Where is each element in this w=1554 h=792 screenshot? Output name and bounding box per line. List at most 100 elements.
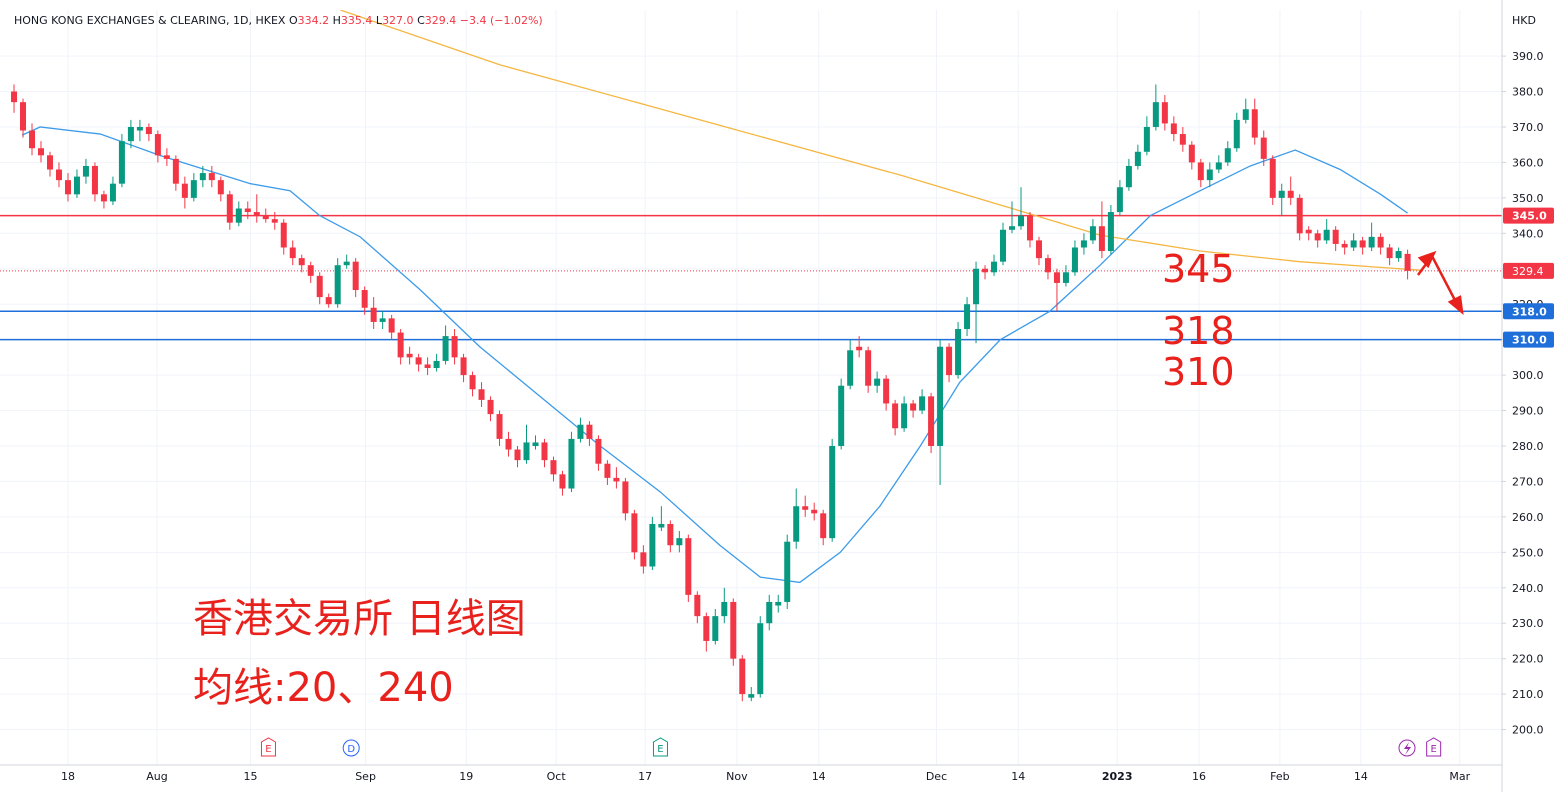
candle-body	[1188, 144, 1195, 163]
candle-body	[1323, 229, 1330, 241]
candle-body	[676, 538, 683, 546]
candle-body	[622, 481, 629, 514]
candle-body	[928, 396, 935, 446]
forecast-arrow	[1416, 250, 1464, 316]
currency: HKD	[1512, 14, 1536, 27]
candle-body	[334, 265, 341, 305]
candle-body	[658, 523, 665, 528]
x-tick-label: 14	[1354, 770, 1368, 783]
candle-body	[163, 155, 170, 159]
candle-body	[478, 389, 485, 400]
y-tick-label: 260.0	[1512, 511, 1544, 524]
candle-body	[217, 180, 224, 195]
candle-body	[1017, 215, 1024, 227]
candle-body	[1009, 226, 1016, 230]
candle-body	[523, 442, 530, 461]
x-tick-label: 16	[1192, 770, 1206, 783]
candle-body	[910, 403, 917, 411]
annotation: 均线:20、240	[193, 665, 454, 711]
candle-body	[532, 442, 539, 446]
candle-body	[469, 375, 476, 390]
candle-body	[1125, 165, 1132, 188]
candle-body	[883, 378, 890, 404]
candle-body	[1000, 229, 1007, 262]
candle-body	[1089, 226, 1096, 241]
candle-body	[316, 275, 323, 298]
symbol-title: HONG KONG EXCHANGES & CLEARING, 1D, HKEX	[14, 14, 286, 27]
candle-body	[1161, 102, 1168, 124]
candle-body	[892, 403, 899, 429]
annotation: 318	[1162, 309, 1235, 353]
quote: C	[417, 14, 425, 27]
candle-body	[199, 173, 206, 181]
candle-body	[1350, 240, 1357, 248]
candle-body	[748, 694, 755, 698]
candle-body	[172, 158, 179, 184]
candle-body	[694, 594, 701, 617]
last-price-box	[1503, 262, 1554, 279]
candle-body	[361, 290, 368, 308]
x-tick-label: Nov	[726, 770, 748, 783]
candle-body	[1404, 253, 1411, 271]
quote: L	[375, 14, 383, 27]
candle-body	[1206, 169, 1213, 181]
annotation: 345	[1162, 247, 1235, 291]
candle-body	[460, 357, 467, 376]
event-label: E	[657, 744, 663, 755]
candle-body	[784, 541, 791, 602]
candle-body	[496, 414, 503, 439]
candle-body	[1152, 102, 1159, 127]
x-tick-label: 14	[1011, 770, 1025, 783]
candle-body	[208, 173, 215, 181]
quote: O	[288, 14, 298, 27]
candle-body	[1179, 134, 1186, 145]
candle-body	[1287, 190, 1294, 198]
y-tick-label: 280.0	[1512, 440, 1544, 453]
x-tick-label: 19	[459, 770, 473, 783]
candle-body	[1341, 243, 1348, 248]
candle-body	[46, 155, 53, 170]
candle-body	[1359, 240, 1366, 248]
x-tick-label: Aug	[146, 770, 167, 783]
candle-body	[325, 297, 332, 305]
candle-body	[271, 219, 278, 223]
candle-body	[451, 336, 458, 358]
candle-body	[577, 424, 584, 439]
lightning-icon	[1398, 739, 1416, 757]
candle-body	[1269, 158, 1276, 198]
candle-body	[1053, 272, 1060, 283]
candle-body	[604, 463, 611, 478]
candle-body	[613, 477, 620, 482]
x-tick-label: Oct	[547, 770, 567, 783]
candle-body	[406, 353, 413, 358]
candle-body	[856, 346, 863, 351]
candle-body	[289, 247, 296, 259]
candle-body	[1224, 148, 1231, 163]
y-tick-label: 220.0	[1512, 653, 1544, 666]
annotation: 310	[1162, 350, 1235, 394]
candle-body	[1098, 226, 1105, 252]
candle-body	[415, 357, 422, 365]
candle-body	[640, 552, 647, 567]
x-tick-label: Mar	[1449, 770, 1470, 783]
x-tick-label: 14	[812, 770, 826, 783]
event-marker	[1426, 737, 1442, 757]
candle-body	[280, 222, 287, 248]
event-label: E	[265, 744, 271, 755]
symbol-header: HONG KONG EXCHANGES & CLEARING, 1D, HKEX…	[14, 14, 543, 27]
candle-body	[109, 183, 116, 202]
candle-body	[757, 623, 764, 695]
candle-body	[226, 194, 233, 223]
candle-body	[550, 460, 557, 475]
candle-body	[1116, 187, 1123, 213]
candle-body	[29, 130, 36, 149]
candle-body	[991, 261, 998, 273]
event-marker	[652, 737, 668, 757]
last-price-label: 329.4	[1512, 265, 1544, 278]
candle-body	[829, 445, 836, 539]
candle-body	[37, 148, 44, 156]
level-label: 310.0	[1512, 334, 1547, 347]
candle-body	[145, 126, 152, 135]
